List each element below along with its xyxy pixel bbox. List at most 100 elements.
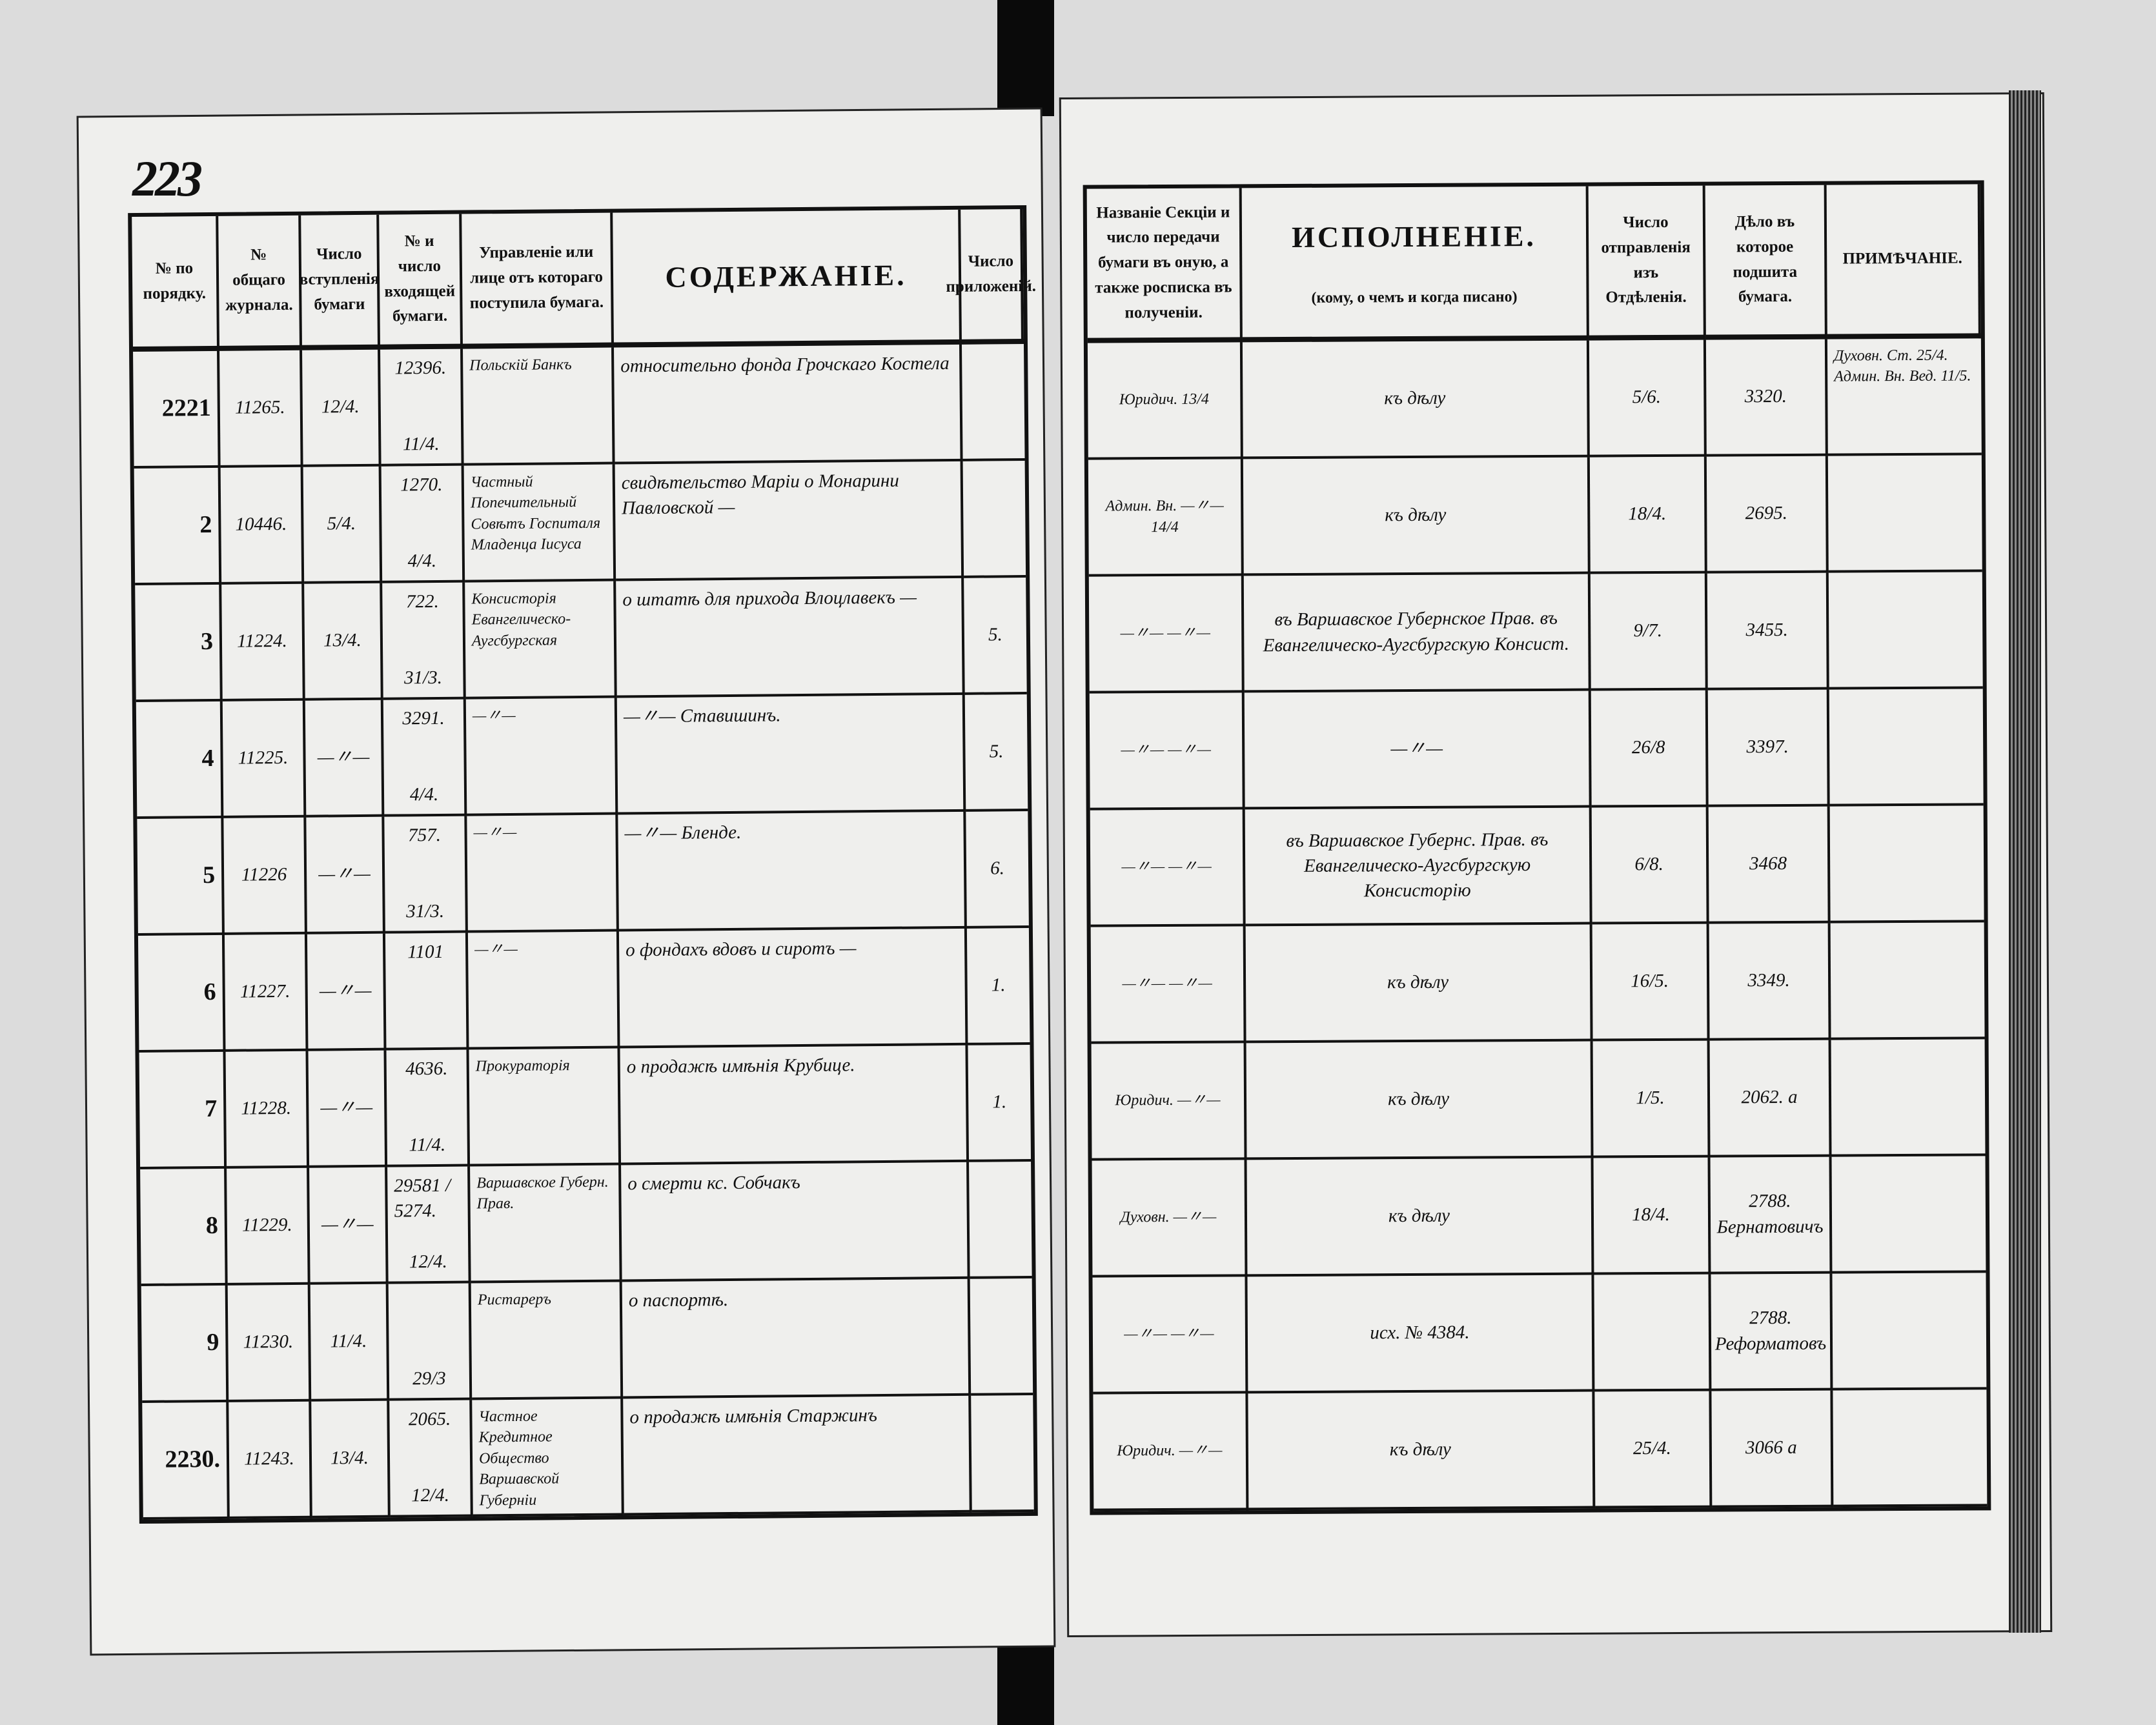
sender-cell: Польскій Банкъ bbox=[463, 347, 615, 466]
header-case: Дѣло въ которое подшита бумага. bbox=[1705, 185, 1827, 340]
execution-cell: къ дѣлу bbox=[1246, 1158, 1594, 1277]
order-number-cell: 7 bbox=[139, 1051, 227, 1170]
sender-cell: Прокураторія bbox=[469, 1048, 622, 1167]
incoming-date: 11/4. bbox=[402, 433, 440, 455]
incoming-number-cell: 757. 31/3. bbox=[384, 816, 468, 934]
content-cell: относительно фонда Грочскаго Костела bbox=[614, 344, 963, 465]
case-number-cell: 2788. Бернатовичъ bbox=[1710, 1156, 1833, 1275]
notes-cell bbox=[1828, 572, 1983, 690]
incoming-date: 4/4. bbox=[409, 783, 439, 805]
header-section: Названіе Секціи и число передачи бумаги … bbox=[1086, 188, 1243, 343]
header-attachments: Число приложеній. bbox=[946, 209, 1036, 345]
attachments-cell bbox=[961, 344, 1025, 461]
incoming-number: 3291. bbox=[402, 707, 445, 729]
sent-date-cell: 18/4. bbox=[1589, 456, 1707, 574]
content-cell: о продажѣ имѣнія Крубице. bbox=[620, 1045, 970, 1165]
case-number-cell: 3468 bbox=[1708, 806, 1831, 924]
incoming-number-cell: 722. 31/3. bbox=[382, 582, 466, 700]
journal-number-cell: 11228. bbox=[225, 1051, 310, 1169]
order-number-cell: 6 bbox=[137, 934, 226, 1053]
attachments-cell: 5. bbox=[964, 694, 1028, 812]
header-execution: ИСПОЛНЕНІЕ. (кому, о чемъ и когда писано… bbox=[1241, 186, 1589, 343]
header-journal-number: № общаго журнала. bbox=[218, 215, 303, 351]
execution-cell: въ Варшавское Губернское Прав. въ Еванге… bbox=[1243, 574, 1591, 693]
date-received-cell: 5/4. bbox=[303, 466, 383, 584]
register-table-left: № по порядку. № общаго журнала. Число вс… bbox=[128, 205, 1038, 1524]
incoming-number-cell: 1270. 4/4. bbox=[381, 465, 465, 583]
journal-number-cell: 10446. bbox=[220, 467, 305, 585]
date-received-cell: 13/4. bbox=[311, 1400, 391, 1518]
page-edges bbox=[2009, 90, 2041, 1633]
sent-date-cell: 18/4. bbox=[1593, 1157, 1711, 1275]
section-cell: —〃— —〃— bbox=[1089, 692, 1245, 811]
sent-date-cell bbox=[1594, 1274, 1712, 1392]
section-cell: —〃— —〃— bbox=[1090, 809, 1246, 927]
section-cell: Духовн. —〃— bbox=[1092, 1160, 1248, 1278]
incoming-date: 4/4. bbox=[407, 550, 437, 572]
sent-date-cell: 5/6. bbox=[1589, 339, 1707, 458]
execution-cell: къ дѣлу bbox=[1246, 1041, 1594, 1160]
incoming-number-cell: 4636. 11/4. bbox=[386, 1049, 471, 1167]
content-cell: о паспортѣ. bbox=[622, 1278, 971, 1399]
header-date-received: Число вступленія бумаги bbox=[300, 214, 381, 350]
section-cell: —〃— —〃— bbox=[1088, 576, 1245, 694]
order-number-cell: 2221 bbox=[133, 350, 221, 469]
notes-cell: Духовн. Ст. 25/4. Админ. Вн. Вед. 11/5. bbox=[1827, 338, 1982, 456]
sent-date-cell: 26/8 bbox=[1591, 690, 1709, 808]
notes-cell bbox=[1832, 1273, 1987, 1391]
incoming-number: 1270. bbox=[400, 474, 443, 496]
attachments-cell: 1. bbox=[968, 1044, 1032, 1162]
date-received-cell: —〃— bbox=[307, 933, 387, 1051]
incoming-date: 12/4. bbox=[409, 1251, 447, 1273]
case-number-cell: 3320. bbox=[1705, 339, 1828, 457]
journal-number-cell: 11226 bbox=[223, 817, 307, 935]
date-received-cell: 11/4. bbox=[310, 1284, 390, 1402]
header-execution-title: ИСПОЛНЕНІЕ. bbox=[1291, 219, 1537, 254]
section-cell: —〃— —〃— bbox=[1090, 926, 1246, 1044]
execution-cell: къ дѣлу bbox=[1248, 1391, 1596, 1511]
incoming-date: 31/3. bbox=[406, 900, 445, 922]
header-notes: ПРИМѢЧАНІЕ. bbox=[1826, 184, 1981, 339]
order-number-cell: 4 bbox=[136, 701, 224, 820]
incoming-number: 4636. bbox=[405, 1058, 448, 1080]
content-cell: о смерти кс. Собчакъ bbox=[621, 1162, 970, 1282]
header-order-number: № по порядку. bbox=[132, 216, 220, 352]
content-cell: свидѣтельство Марiи о Монарини Павловско… bbox=[615, 461, 964, 581]
notes-cell bbox=[1827, 455, 1982, 573]
journal-number-cell: 11225. bbox=[222, 700, 307, 818]
case-number-cell: 3455. bbox=[1707, 572, 1829, 691]
notes-cell bbox=[1830, 922, 1985, 1040]
journal-number-cell: 11224. bbox=[221, 583, 305, 701]
sent-date-cell: 16/5. bbox=[1592, 923, 1710, 1042]
incoming-number-cell: 29581 / 5274. 12/4. bbox=[387, 1166, 471, 1284]
attachments-cell bbox=[970, 1278, 1033, 1396]
incoming-number-cell: 2065. 12/4. bbox=[389, 1400, 473, 1518]
case-number-cell: 2695. bbox=[1706, 456, 1829, 574]
incoming-number-cell: 3291. 4/4. bbox=[383, 699, 467, 817]
case-number-cell: 3349. bbox=[1709, 923, 1831, 1041]
order-number-cell: 9 bbox=[141, 1285, 229, 1403]
section-cell: —〃— —〃— bbox=[1092, 1276, 1248, 1395]
incoming-number: 757. bbox=[408, 824, 442, 846]
header-sender: Управленіе или лице отъ котораго поступи… bbox=[462, 212, 615, 349]
sender-cell: Ристареръ bbox=[471, 1282, 624, 1400]
sender-cell: Консисторія Евангелическо-Аугсбургская bbox=[465, 581, 617, 700]
notes-cell bbox=[1831, 1156, 1986, 1274]
date-received-cell: —〃— bbox=[305, 700, 385, 818]
incoming-date: 12/4. bbox=[411, 1484, 450, 1506]
journal-number-cell: 11227. bbox=[224, 934, 309, 1052]
incoming-number-cell: 12396. 11/4. bbox=[380, 348, 464, 467]
section-cell: Админ. Вн. —〃— 14/4 bbox=[1088, 459, 1244, 577]
notes-cell bbox=[1829, 805, 1984, 923]
notes-cell bbox=[1831, 1039, 1986, 1157]
attachments-cell: 6. bbox=[966, 811, 1029, 929]
date-received-cell: 12/4. bbox=[302, 349, 381, 467]
order-number-cell: 3 bbox=[135, 584, 223, 703]
incoming-date: 29/3 bbox=[412, 1367, 446, 1389]
incoming-number: 12396. bbox=[394, 357, 447, 379]
content-cell: о фондахъ вдовъ и сиротъ — bbox=[618, 928, 968, 1049]
incoming-date: 11/4. bbox=[409, 1134, 446, 1156]
incoming-number: 29581 / 5274. bbox=[394, 1175, 451, 1222]
page-number: 223 bbox=[132, 150, 203, 207]
execution-cell: къ дѣлу bbox=[1243, 457, 1591, 576]
